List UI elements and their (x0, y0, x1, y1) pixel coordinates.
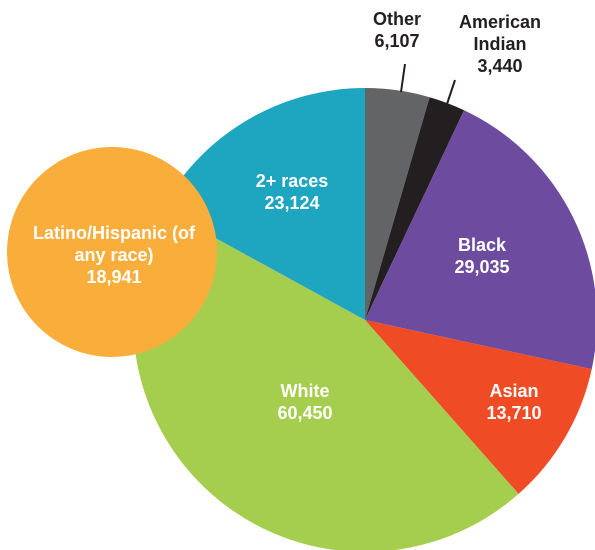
slice-label: 2+ races 23,124 (232, 170, 352, 214)
label-value: 13,710 (486, 403, 542, 423)
slice-label: Other 6,107 (357, 8, 437, 52)
label-value: 60,450 (277, 403, 333, 423)
label-name: Other (372, 9, 421, 29)
label-value: 23,124 (264, 193, 320, 213)
leader-line (400, 63, 406, 93)
label-name: Latino/Hispanic (of any race) (33, 223, 195, 265)
label-name: 2+ races (255, 171, 329, 191)
pie-slice (133, 208, 519, 550)
pie-slice (365, 97, 465, 320)
pie-slice (365, 110, 595, 370)
label-name: American Indian (458, 12, 542, 54)
leader-line (446, 79, 456, 105)
pie-slice (365, 88, 430, 320)
label-name: Black (457, 235, 507, 255)
label-value: 18,941 (86, 267, 142, 287)
pie-slice (161, 88, 365, 320)
slice-label: Black 29,035 (422, 234, 542, 278)
label-name: White (280, 381, 330, 401)
label-value: 3,440 (477, 56, 523, 76)
label-name: Asian (489, 381, 539, 401)
slice-label: White 60,450 (245, 380, 365, 424)
slice-label: American Indian 3,440 (435, 11, 565, 77)
slice-label: Asian 13,710 (454, 380, 574, 424)
pie-slice (365, 320, 592, 494)
overlay-circle (7, 147, 217, 357)
label-value: 6,107 (374, 31, 420, 51)
label-value: 29,035 (454, 257, 510, 277)
slice-label: Latino/Hispanic (of any race) 18,941 (19, 222, 209, 288)
